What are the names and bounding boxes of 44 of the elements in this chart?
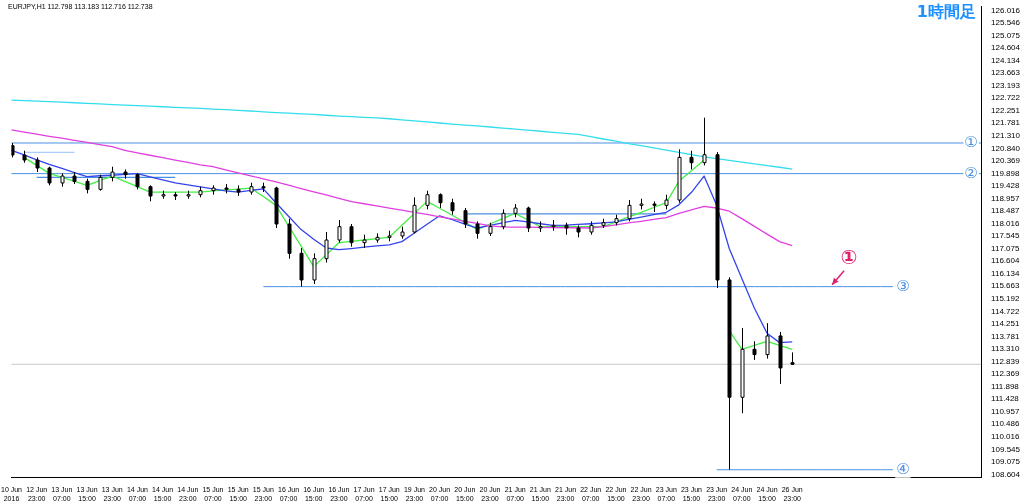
y-tick-label: 122.722 — [991, 93, 1021, 103]
y-tick-label: 120.840 — [991, 143, 1021, 153]
y-tick-label: 118.016 — [991, 218, 1020, 228]
y-tick-label: 124.134 — [991, 55, 1021, 65]
y-tick-label: 110.016 — [991, 432, 1020, 441]
y-tick-label: 116.134 — [991, 268, 1020, 278]
annotation: ① — [840, 244, 858, 269]
ref-line-label: ② — [964, 163, 978, 182]
y-tick-label: 113.781 — [991, 331, 1020, 341]
y-tick-label: 125.546 — [991, 18, 1021, 28]
y-tick-label: 111.428 — [991, 394, 1020, 404]
y-tick-label: 113.310 — [991, 344, 1020, 354]
y-tick-label: 125.075 — [991, 30, 1021, 40]
y-tick-label: 117.545 — [991, 231, 1020, 241]
y-tick-label: 112.839 — [991, 356, 1020, 366]
y-tick-label: 114.722 — [991, 306, 1020, 316]
y-tick-label: 114.251 — [991, 319, 1020, 329]
y-tick-label: 118.487 — [991, 206, 1020, 216]
y-tick-label: 126.016 — [991, 5, 1021, 15]
chart-title: 1時間足 — [916, 2, 976, 23]
y-tick-label: 123.663 — [991, 68, 1021, 78]
y-tick-label: 122.251 — [991, 105, 1021, 115]
y-tick-label: 115.192 — [991, 294, 1020, 304]
y-tick-label: 121.781 — [991, 118, 1021, 128]
y-tick-label: 117.075 — [991, 243, 1020, 253]
series-label: ④ — [896, 459, 910, 478]
y-tick-label: 121.310 — [991, 131, 1021, 140]
y-tick-label: 109.545 — [991, 444, 1021, 454]
y-tick-label: 112.369 — [991, 369, 1020, 379]
y-tick-label: 123.193 — [991, 80, 1021, 90]
y-tick-label: 109.075 — [991, 457, 1021, 467]
y-tick-label: 120.369 — [991, 156, 1021, 166]
y-tick-label: 110.486 — [991, 419, 1020, 429]
y-tick-label: 116.604 — [991, 256, 1020, 266]
series-label: ③ — [896, 276, 910, 295]
ref-line-label: ① — [964, 132, 978, 151]
y-tick-label: 110.957 — [991, 406, 1020, 416]
y-tick-label: 111.898 — [991, 381, 1020, 391]
y-tick-label: 115.663 — [991, 281, 1020, 291]
y-tick-label: 108.604 — [991, 469, 1021, 479]
y-tick-label: 119.428 — [991, 181, 1020, 191]
y-tick-label: 124.604 — [991, 43, 1021, 53]
y-tick-label: 119.898 — [991, 168, 1020, 178]
y-tick-label: 118.957 — [991, 193, 1020, 203]
